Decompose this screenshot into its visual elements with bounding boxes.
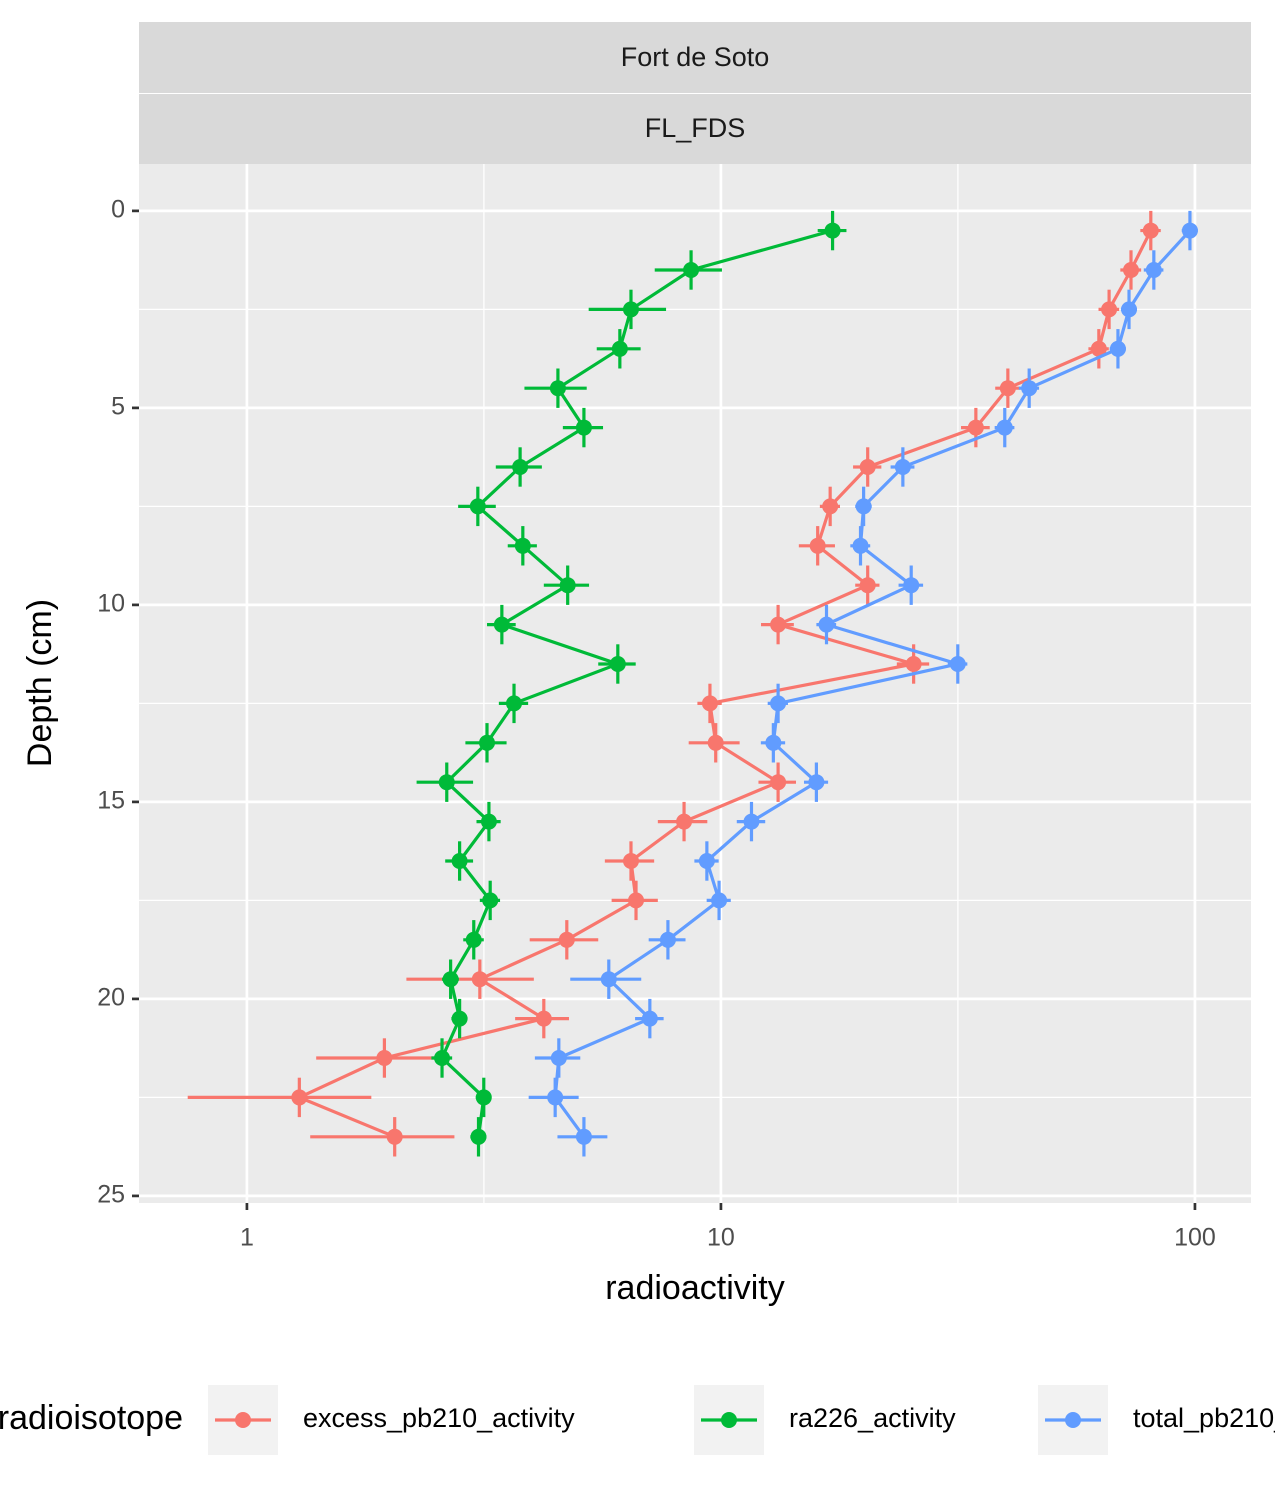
point xyxy=(949,655,966,672)
legend-point xyxy=(721,1412,737,1428)
point xyxy=(967,419,984,436)
strip xyxy=(139,94,1251,164)
point xyxy=(622,301,639,318)
legend-point xyxy=(235,1412,251,1428)
point xyxy=(480,813,497,830)
point xyxy=(698,853,715,870)
point xyxy=(765,734,782,751)
y-tick-label: 20 xyxy=(97,984,125,1012)
legend-label: ra226_activity xyxy=(789,1403,956,1433)
x-tick-label: 1 xyxy=(240,1224,254,1252)
point xyxy=(1181,222,1198,239)
point xyxy=(600,971,617,988)
strip-label: FL_FDS xyxy=(645,113,746,143)
point xyxy=(514,537,531,554)
point xyxy=(470,1128,487,1145)
point xyxy=(611,340,628,357)
point xyxy=(469,498,486,515)
series-line xyxy=(295,229,1153,1139)
point xyxy=(451,853,468,870)
point xyxy=(859,577,876,594)
point xyxy=(559,577,576,594)
point xyxy=(641,1010,658,1027)
point xyxy=(824,222,841,239)
point xyxy=(905,655,922,672)
point xyxy=(1142,222,1159,239)
point xyxy=(770,695,787,712)
point xyxy=(628,892,645,909)
y-tick-label: 10 xyxy=(97,590,125,618)
point xyxy=(808,774,825,791)
y-tick-label: 25 xyxy=(97,1181,125,1209)
point xyxy=(683,261,700,278)
point xyxy=(770,616,787,633)
point xyxy=(809,537,826,554)
x-tick-label: 100 xyxy=(1174,1224,1216,1252)
point xyxy=(506,695,523,712)
point xyxy=(575,1128,592,1145)
point xyxy=(1122,261,1139,278)
point xyxy=(575,419,592,436)
point xyxy=(550,1050,567,1067)
legend-label: excess_pb210_activity xyxy=(303,1403,575,1433)
point xyxy=(493,616,510,633)
series-line xyxy=(553,229,1192,1138)
strip xyxy=(139,22,1251,93)
point xyxy=(438,774,455,791)
point xyxy=(512,458,529,475)
point xyxy=(451,1010,468,1027)
point xyxy=(442,971,459,988)
y-tick-label: 0 xyxy=(111,195,125,223)
point xyxy=(609,655,626,672)
x-axis-title: radioactivity xyxy=(605,1269,785,1307)
y-tick-label: 5 xyxy=(111,393,125,421)
point xyxy=(547,1089,564,1106)
point xyxy=(549,380,566,397)
point xyxy=(376,1050,393,1067)
point xyxy=(701,695,718,712)
point xyxy=(1090,340,1107,357)
y-tick-label: 15 xyxy=(97,787,125,815)
point xyxy=(1109,340,1126,357)
point xyxy=(707,734,724,751)
point xyxy=(852,537,869,554)
point xyxy=(894,458,911,475)
point xyxy=(903,577,920,594)
point xyxy=(535,1010,552,1027)
point xyxy=(386,1128,403,1145)
point xyxy=(1101,301,1118,318)
point xyxy=(996,419,1013,436)
point xyxy=(1021,380,1038,397)
point xyxy=(999,380,1016,397)
point xyxy=(479,734,496,751)
legend-label: total_pb210_activity xyxy=(1133,1403,1275,1433)
legend-title: radioisotope xyxy=(0,1399,183,1437)
point xyxy=(475,1089,492,1106)
point xyxy=(743,813,760,830)
point xyxy=(482,892,499,909)
point xyxy=(711,892,728,909)
x-tick-label: 10 xyxy=(707,1224,735,1252)
point xyxy=(818,616,835,633)
point xyxy=(291,1089,308,1106)
point xyxy=(465,931,482,948)
point xyxy=(434,1050,451,1067)
panel xyxy=(139,164,1251,1203)
point xyxy=(676,813,693,830)
point xyxy=(558,931,575,948)
strip-label: Fort de Soto xyxy=(621,42,770,72)
point xyxy=(822,498,839,515)
y-axis-title: Depth (cm) xyxy=(21,599,59,767)
point xyxy=(622,853,639,870)
legend-point xyxy=(1065,1412,1081,1428)
point xyxy=(770,774,787,791)
point xyxy=(855,498,872,515)
point xyxy=(1145,261,1162,278)
point xyxy=(659,931,676,948)
point xyxy=(471,971,488,988)
point xyxy=(859,458,876,475)
point xyxy=(1121,301,1138,318)
